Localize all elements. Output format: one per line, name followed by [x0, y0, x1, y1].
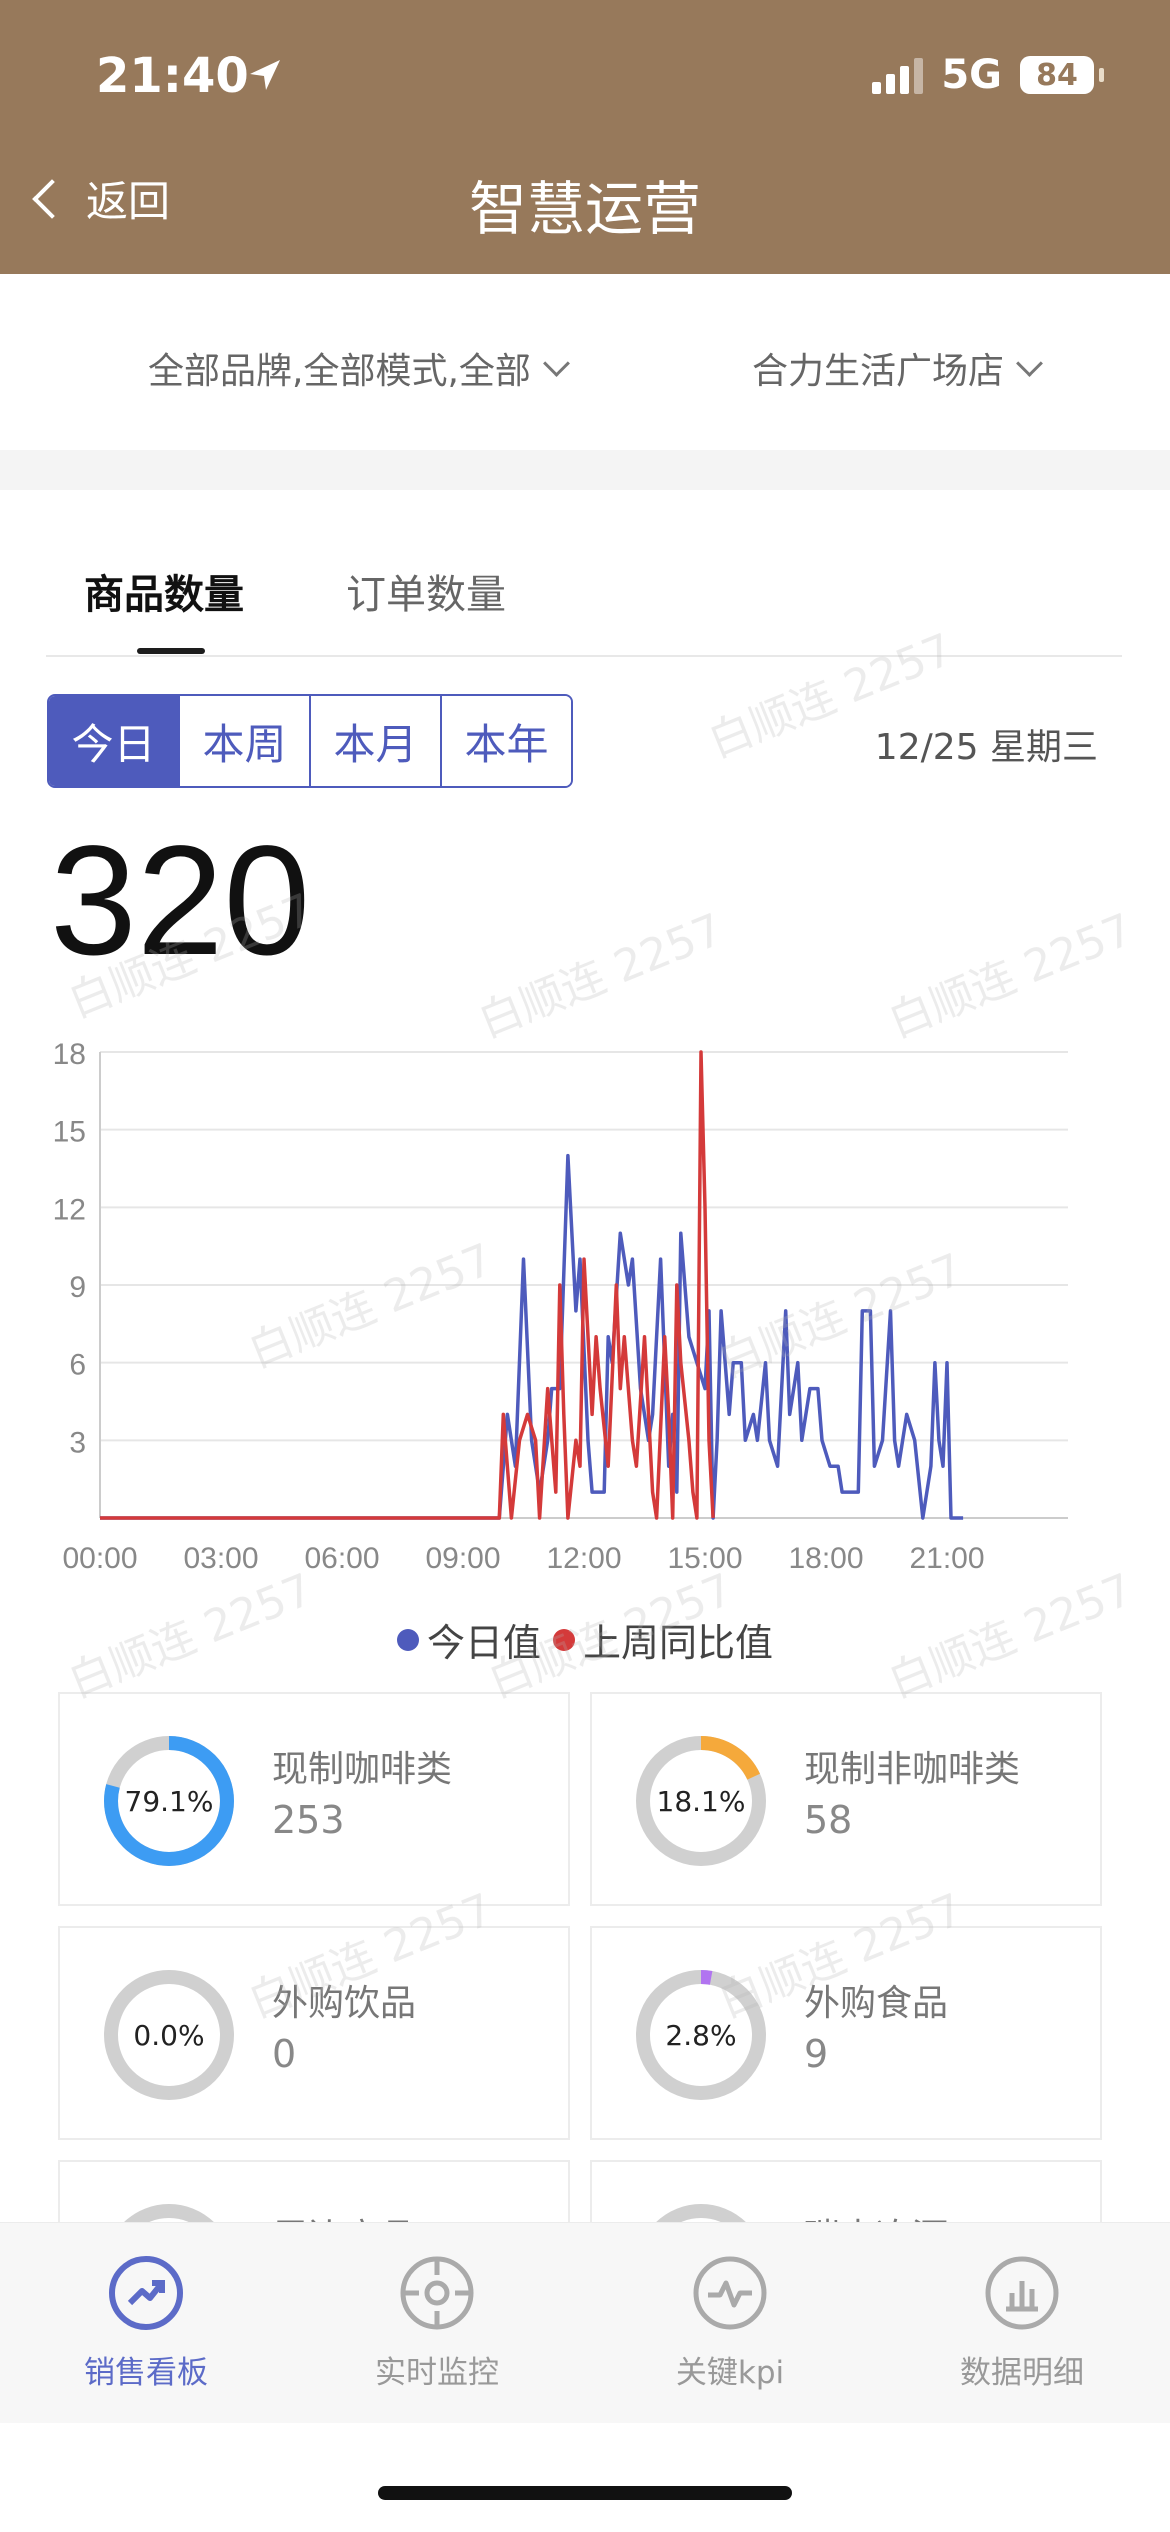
y-tick-label: 6	[69, 1349, 86, 1382]
target-icon	[400, 2256, 474, 2330]
card-title: 现制咖啡类	[272, 1749, 453, 1790]
category-card[interactable]: 2.8% 外购食品 9	[590, 1926, 1102, 2140]
category-card[interactable]: 18.1% 现制非咖啡类 58	[590, 1692, 1102, 1906]
home-indicator	[378, 2486, 792, 2500]
date-label: 12/25 星期三	[874, 727, 1098, 768]
chevron-down-icon	[542, 349, 570, 377]
nav-label: 销售看板	[84, 2355, 208, 2391]
nav-label: 数据明细	[960, 2355, 1084, 2391]
legend-dot-icon	[396, 1628, 419, 1651]
pulse-icon	[693, 2256, 767, 2330]
back-button[interactable]: 返回	[26, 168, 170, 229]
total-count: 320	[50, 814, 311, 988]
brand-filter-label: 全部品牌,全部模式,全部	[148, 351, 531, 392]
bar-chart-icon	[985, 2256, 1059, 2330]
y-tick-label: 9	[69, 1271, 86, 1304]
store-filter-label: 合力生活广场店	[752, 351, 1005, 392]
card-title: 外购饮品	[272, 1983, 417, 2024]
nav-label: 关键kpi	[675, 2355, 785, 2391]
x-tick-label: 09:00	[425, 1542, 500, 1575]
x-tick-label: 00:00	[62, 1542, 137, 1575]
period-year-button[interactable]: 本年	[440, 696, 571, 786]
card-value: 253	[272, 1798, 345, 1842]
trend-icon	[109, 2256, 183, 2330]
nav-label: 实时监控	[375, 2355, 499, 2391]
period-month-button[interactable]: 本月	[309, 696, 440, 786]
nav-sales-board[interactable]: 销售看板	[36, 2253, 256, 2392]
donut-ring	[104, 1736, 234, 1866]
y-tick-label: 12	[53, 1193, 86, 1226]
period-selector: 今日 本周 本月 本年	[47, 694, 573, 788]
x-tick-label: 21:00	[909, 1542, 984, 1575]
period-today-button[interactable]: 今日	[49, 696, 178, 786]
back-label: 返回	[86, 177, 171, 226]
donut-ring	[636, 1970, 766, 2100]
brand-filter-dropdown[interactable]: 全部品牌,全部模式,全部	[148, 342, 570, 394]
x-tick-label: 15:00	[667, 1542, 742, 1575]
store-filter-dropdown[interactable]: 合力生活广场店	[752, 342, 1043, 394]
x-tick-label: 03:00	[183, 1542, 258, 1575]
card-value: 58	[804, 1798, 853, 1842]
page-title: 智慧运营	[468, 175, 701, 243]
section-divider	[0, 450, 1170, 490]
card-title: 外购食品	[804, 1983, 949, 2024]
card-value: 9	[804, 2032, 829, 2076]
legend-dot-icon	[553, 1628, 575, 1651]
card-percent: 2.8%	[665, 2018, 737, 2052]
legend-item-last-week: 上周同比值	[553, 1612, 773, 1667]
card-percent: 79.1%	[124, 1784, 214, 1818]
series-line-today	[100, 1153, 964, 1520]
status-time: 21:40	[96, 48, 249, 104]
nav-key-kpi[interactable]: 关键kpi	[620, 2253, 840, 2392]
card-value: 0	[272, 2032, 297, 2076]
y-tick-label: 18	[53, 1038, 86, 1071]
filter-bar: 全部品牌,全部模式,全部 合力生活广场店	[0, 274, 1170, 450]
x-tick-label: 06:00	[304, 1542, 379, 1575]
nav-data-details[interactable]: 数据明细	[912, 2253, 1132, 2392]
category-card[interactable]: 79.1% 现制咖啡类 253	[58, 1692, 570, 1906]
card-percent: 0.0%	[133, 2018, 205, 2052]
tab-product-count[interactable]: 商品数量	[84, 572, 244, 618]
card-title: 现制非咖啡类	[804, 1749, 1021, 1790]
top-header: 21:40 5G 84 返回 智慧运营	[0, 0, 1170, 274]
donut-ring	[104, 1970, 234, 2100]
x-tick-label: 18:00	[788, 1542, 863, 1575]
chart-legend: 今日值 上周同比值	[0, 1612, 1170, 1667]
x-tick-label: 12:00	[546, 1542, 621, 1575]
category-card[interactable]: 0.0% 外购饮品 0	[58, 1926, 570, 2140]
battery-icon: 84	[1020, 56, 1104, 94]
y-tick-label: 3	[69, 1426, 86, 1459]
series-line-last-week	[100, 1050, 715, 1520]
tab-order-count[interactable]: 订单数量	[346, 572, 506, 618]
sales-line-chart: 3 6 9 12 15 18 00:00 03:00 06:00 09:00 12:00 15:00 1…	[53, 1038, 1068, 1575]
period-week-button[interactable]: 本周	[178, 696, 309, 786]
status-right: 5G 84	[872, 52, 1104, 98]
signal-icon	[872, 56, 924, 94]
tab-indicator	[137, 648, 205, 654]
legend-item-today: 今日值	[396, 1612, 541, 1667]
card-percent: 18.1%	[656, 1784, 746, 1818]
tabs-divider	[46, 655, 1122, 657]
nav-realtime-monitor[interactable]: 实时监控	[327, 2253, 547, 2392]
network-label: 5G	[941, 52, 1002, 98]
y-tick-label: 15	[53, 1116, 86, 1149]
chevron-down-icon	[1016, 349, 1043, 377]
bottom-nav: 销售看板 实时监控 关键kpi 数据明细	[0, 2222, 1170, 2423]
legend-label: 上周同比值	[583, 1621, 774, 1665]
location-arrow-icon	[244, 56, 284, 100]
donut-ring	[636, 1736, 766, 1866]
legend-label: 今日值	[426, 1621, 541, 1665]
